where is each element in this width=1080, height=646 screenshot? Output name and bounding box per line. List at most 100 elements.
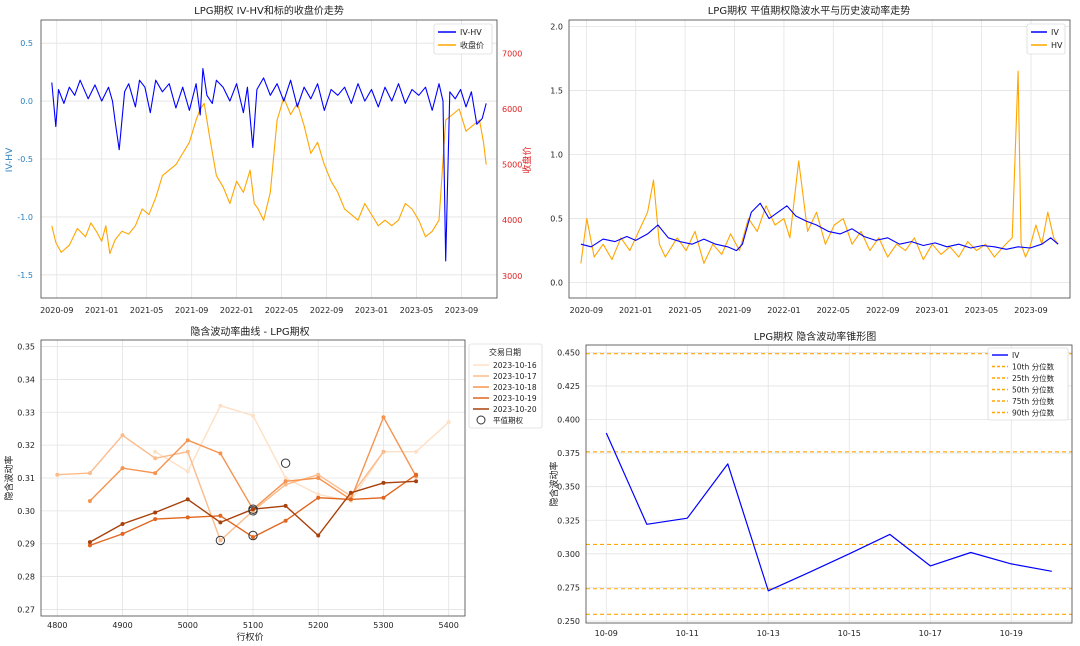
legend-iv: IV bbox=[1051, 28, 1059, 37]
chart3-point bbox=[218, 513, 223, 518]
chart1-xtick: 2020-09 bbox=[40, 306, 73, 315]
chart3-point bbox=[381, 495, 386, 500]
chart3-point bbox=[218, 538, 223, 543]
chart3-point bbox=[251, 507, 255, 512]
chart2-legend: IV HV bbox=[1026, 23, 1066, 55]
chart3-point bbox=[55, 472, 60, 477]
chart1-ytick: -1.0 bbox=[17, 213, 33, 222]
chart-iv-smile: 隐含波动率曲线 - LPG期权 4800 4900 5000 5100 5200 5300… bbox=[3, 325, 543, 643]
chart3-point bbox=[218, 451, 223, 456]
chart3-point bbox=[414, 449, 419, 454]
chart3-point bbox=[218, 520, 223, 525]
chart2-ytick: 1.0 bbox=[550, 151, 563, 160]
chart3-xtick: 5300 bbox=[373, 621, 393, 630]
chart2-xtick: 2023-05 bbox=[965, 306, 998, 315]
chart3-point bbox=[381, 415, 386, 420]
chart3-point bbox=[153, 456, 158, 461]
chart3-xlabel: 行权价 bbox=[236, 631, 263, 643]
chart1-y2tick: 5000 bbox=[502, 161, 522, 170]
chart3-frame bbox=[40, 339, 466, 617]
chart1-legend: IV-HV 收盘价 bbox=[433, 23, 493, 55]
chart3-point bbox=[87, 540, 92, 545]
chart3-xtick: 5000 bbox=[178, 621, 198, 630]
chart3-point bbox=[283, 476, 288, 480]
legend-atm-label: 平值期权 bbox=[493, 415, 523, 425]
legend-swatch-atm bbox=[476, 415, 486, 425]
chart4-ylabel: 隐含波动率 bbox=[548, 461, 560, 506]
chart3-point bbox=[185, 515, 190, 520]
chart3-xtick: 4900 bbox=[112, 621, 132, 630]
chart3-ytick: 0.31 bbox=[17, 474, 35, 483]
chart4-series-iv bbox=[605, 432, 1052, 592]
chart2-xtick: 2021-01 bbox=[619, 306, 652, 315]
legend-label: 25th 分位数 bbox=[1012, 373, 1055, 383]
chart3-xtick: 5400 bbox=[439, 621, 459, 630]
chart3-point bbox=[153, 510, 158, 515]
chart3-xtick: 4800 bbox=[47, 621, 67, 630]
chart1-xtick: 2023-09 bbox=[445, 306, 478, 315]
chart1-ytick: -1.5 bbox=[17, 271, 33, 280]
chart3-point bbox=[218, 403, 223, 408]
chart3-ytick: 0.34 bbox=[17, 375, 35, 384]
chart3-point bbox=[185, 449, 190, 454]
chart3-atm-marker bbox=[248, 530, 258, 541]
chart3-point bbox=[316, 495, 321, 500]
chart1-ytick: 0.5 bbox=[20, 39, 33, 48]
chart3-point bbox=[153, 449, 158, 454]
chart1-title: LPG期权 IV-HV和标的收盘价走势 bbox=[194, 4, 344, 17]
chart1-frame bbox=[40, 19, 498, 299]
chart3-xtick: 5100 bbox=[243, 621, 263, 630]
chart3-ytick: 0.35 bbox=[17, 343, 35, 352]
chart1-y2tick: 3000 bbox=[502, 272, 522, 281]
chart-iv-cone: LPG期权 隐含波动率锥形图 10-09 10-11 10-13 10-15 10-17… bbox=[548, 330, 1073, 638]
chart1-xtick: 2021-05 bbox=[130, 306, 163, 315]
chart1-xtick: 2023-05 bbox=[400, 306, 433, 315]
chart3-point bbox=[283, 482, 288, 487]
chart3-point bbox=[87, 543, 92, 548]
chart4-ytick: 0.400 bbox=[557, 416, 580, 425]
chart3-atm-marker bbox=[215, 535, 226, 546]
chart1-xtick: 2023-01 bbox=[355, 306, 388, 315]
chart1-xtick: 2022-09 bbox=[310, 306, 343, 315]
chart4-xtick: 10-17 bbox=[919, 629, 942, 638]
chart2-xtick: 2022-01 bbox=[767, 306, 800, 315]
chart2-ytick: 1.5 bbox=[550, 86, 563, 95]
chart1-y2tick: 4000 bbox=[502, 216, 522, 225]
chart2-xtick: 2021-09 bbox=[718, 306, 751, 315]
chart3-point bbox=[283, 518, 288, 523]
chart4-ytick: 0.250 bbox=[557, 617, 580, 626]
chart2-series-iv bbox=[580, 202, 1059, 252]
legend-date-label: 2023-10-18 bbox=[493, 383, 537, 392]
chart3-ytick: 0.27 bbox=[17, 605, 35, 614]
legend-hv: HV bbox=[1051, 41, 1063, 50]
chart3-atm-marker bbox=[280, 458, 291, 468]
chart2-ytick: 2.0 bbox=[550, 22, 563, 31]
chart3-point bbox=[316, 533, 321, 538]
chart3-xtick: 5200 bbox=[308, 621, 328, 630]
chart3-point bbox=[414, 479, 419, 484]
chart3-ytick: 0.29 bbox=[17, 540, 35, 549]
chart2-ytick: 0.5 bbox=[550, 215, 563, 224]
chart2-xtick: 2022-05 bbox=[817, 306, 850, 315]
chart3-point bbox=[185, 469, 190, 474]
chart4-xtick: 10-15 bbox=[838, 629, 861, 638]
chart2-ytick: 0.0 bbox=[550, 279, 563, 288]
chart3-legend: 交易日期 2023-10-16 2023-10-17 2023-10-18 2023-… bbox=[468, 343, 543, 429]
chart4-xtick: 10-19 bbox=[1000, 629, 1023, 638]
chart3-point bbox=[120, 531, 125, 536]
chart2-frame bbox=[568, 19, 1071, 299]
chart4-ytick: 0.350 bbox=[557, 483, 580, 492]
legend-label: 90th 分位数 bbox=[1012, 408, 1055, 418]
legend-label: IV bbox=[1012, 351, 1020, 360]
chart3-series-line bbox=[154, 405, 450, 502]
chart2-series-hv bbox=[580, 70, 1059, 264]
legend-date-label: 2023-10-20 bbox=[493, 405, 537, 414]
legend-title: 交易日期 bbox=[489, 347, 521, 357]
chart3-point bbox=[316, 476, 321, 480]
chart3-point bbox=[316, 492, 321, 497]
chart1-xtick: 2022-01 bbox=[220, 306, 253, 315]
chart3-point bbox=[283, 503, 288, 508]
chart-iv-hv-close: LPG期权 IV-HV和标的收盘价走势 2020-09 2021-01 2021-0… bbox=[5, 4, 533, 315]
